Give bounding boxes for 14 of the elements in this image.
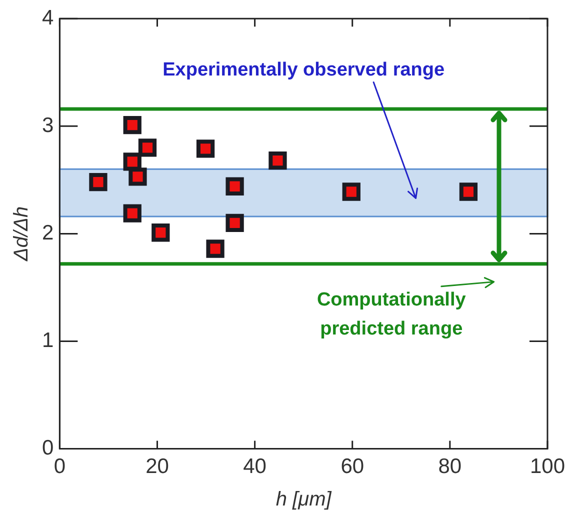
x-tick-label: 20 <box>146 455 169 478</box>
y-tick-label: 1 <box>42 329 54 352</box>
x-tick-label: 60 <box>340 455 364 478</box>
x-tick-label: 40 <box>243 455 266 478</box>
y-axis-title: Δd/Δh <box>10 206 33 262</box>
x-tick-label: 100 <box>530 455 566 478</box>
annotation: Computationally predicted range <box>316 290 466 340</box>
y-tick-label: 3 <box>42 114 54 137</box>
y-tick-label: 0 <box>42 436 54 460</box>
band-label: Experimentally observed range <box>162 59 445 80</box>
y-tick-label: 2 <box>42 221 54 244</box>
y-tick-label: 4 <box>42 6 54 30</box>
x-tick-label: 80 <box>438 455 462 478</box>
x-axis-title: h [μm] <box>276 488 332 511</box>
